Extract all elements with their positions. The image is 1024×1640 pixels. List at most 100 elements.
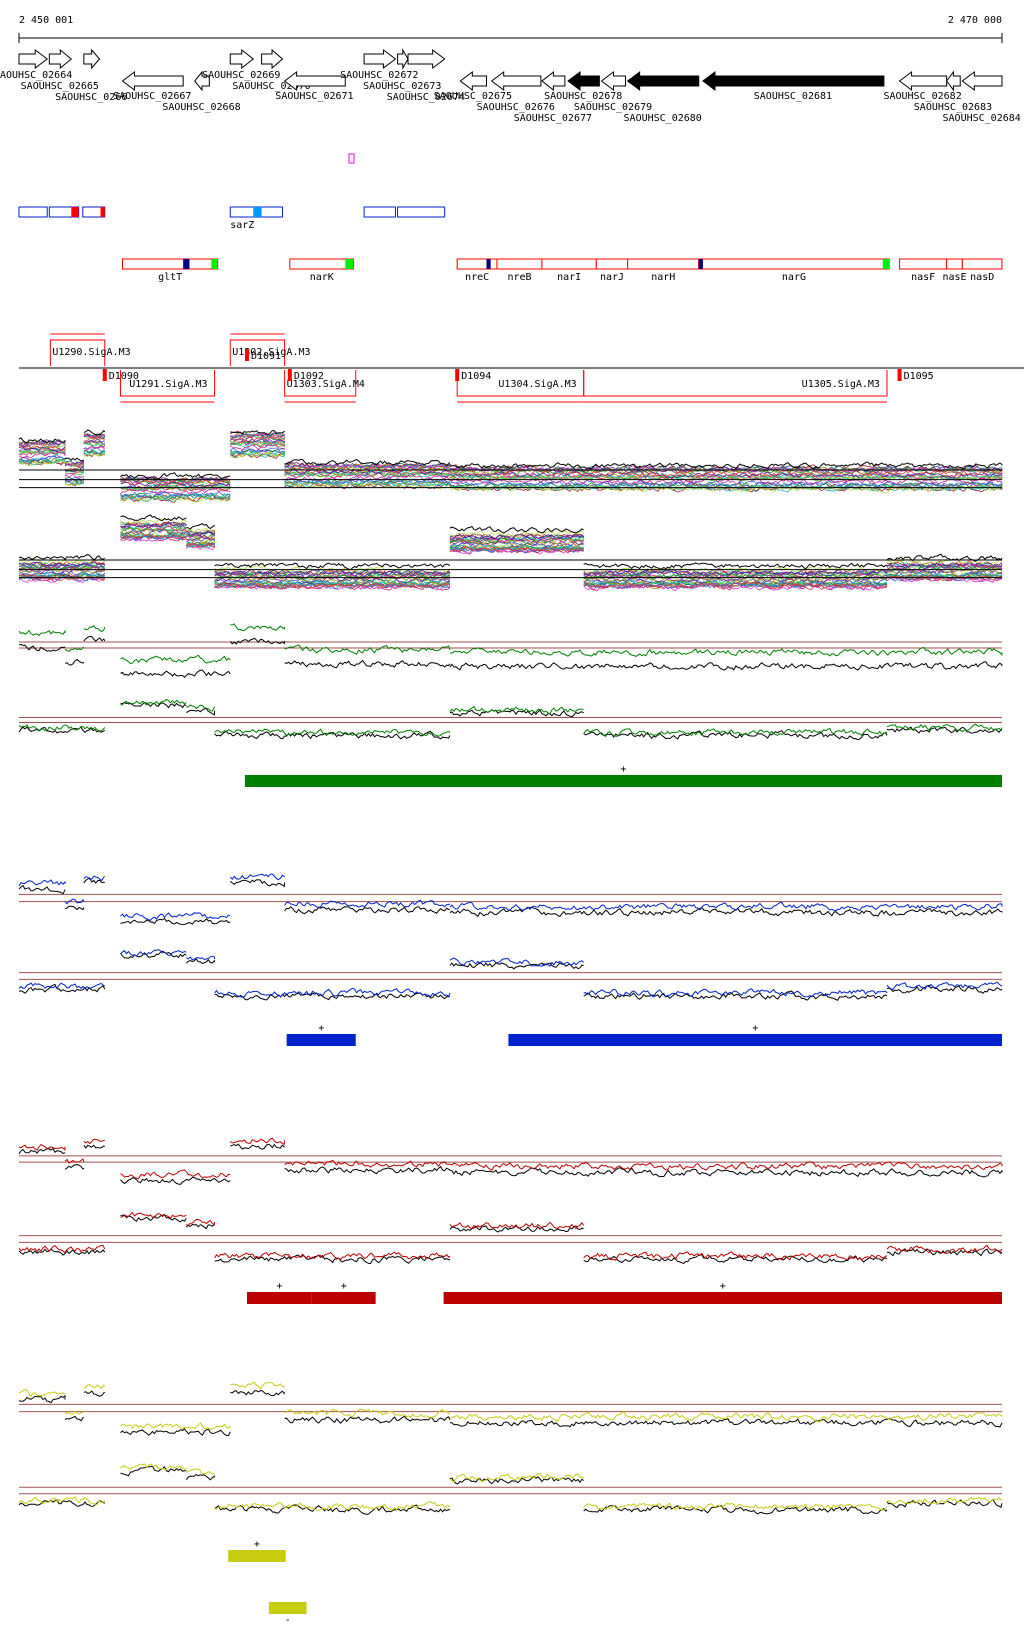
expression-trace xyxy=(120,950,187,959)
significance-bar xyxy=(443,1292,1002,1304)
expression-trace xyxy=(886,726,1003,734)
expression-trace xyxy=(18,1244,106,1254)
expression-trace xyxy=(284,462,451,470)
expression-trace xyxy=(18,459,66,466)
significance-bar xyxy=(311,1292,376,1304)
expression-trace xyxy=(214,1501,451,1512)
expression-trace xyxy=(64,1164,85,1170)
expression-trace xyxy=(229,637,286,645)
expression-trace xyxy=(64,474,85,479)
expression-trace xyxy=(18,457,66,464)
tu-start-mark xyxy=(102,369,107,381)
expression-trace xyxy=(83,434,105,439)
expression-trace xyxy=(886,574,1003,582)
expression-trace xyxy=(284,1159,451,1168)
gene-box-label: narK xyxy=(310,272,334,283)
expression-trace xyxy=(120,491,231,499)
gene-box-mark xyxy=(211,259,218,269)
gene-label: SAOUHSC_02684 xyxy=(943,113,1021,124)
gene-box xyxy=(541,258,597,270)
expression-trace xyxy=(284,906,451,915)
expression-trace xyxy=(64,477,85,483)
expression-trace xyxy=(18,454,66,462)
expression-trace xyxy=(886,558,1003,565)
expression-trace xyxy=(449,1161,1003,1171)
expression-trace xyxy=(64,462,85,468)
gene-arrow xyxy=(363,49,397,69)
expression-trace xyxy=(18,554,106,561)
sign-label: + xyxy=(341,1281,347,1292)
tu-bracket xyxy=(229,339,286,366)
expression-trace xyxy=(886,553,1003,562)
gene-box xyxy=(456,258,498,270)
tu-label: D1095 xyxy=(904,371,934,382)
regulator-box-label: sarZ xyxy=(230,220,254,231)
expression-trace xyxy=(120,948,187,957)
expression-trace xyxy=(83,452,106,458)
tu-label: U1304.SigA.M3 xyxy=(498,379,576,390)
expression-trace xyxy=(18,1394,66,1404)
expression-trace xyxy=(120,669,231,679)
expression-trace xyxy=(449,538,584,545)
expression-trace xyxy=(284,1415,451,1424)
tu-label: U1303.SigA.M4 xyxy=(287,379,365,390)
expression-trace xyxy=(449,468,1003,478)
gene-box-mark xyxy=(345,259,354,269)
gene-label: SAOUHSC_02680 xyxy=(624,113,702,124)
significance-bar xyxy=(246,1292,312,1304)
expression-trace xyxy=(18,437,66,444)
expression-trace xyxy=(64,460,85,466)
expression-trace xyxy=(120,534,187,540)
expression-trace xyxy=(230,446,285,454)
expression-trace xyxy=(120,1211,187,1219)
expression-trace xyxy=(449,482,1003,491)
significance-bar xyxy=(228,1550,286,1562)
expression-trace xyxy=(64,480,85,485)
expression-trace xyxy=(449,546,584,554)
expression-trace xyxy=(449,901,1003,912)
expression-trace xyxy=(214,569,451,575)
expression-trace xyxy=(214,580,451,588)
expression-trace xyxy=(18,879,66,887)
gene-label: SAOUHSC_02682 xyxy=(883,91,961,102)
expression-trace xyxy=(449,534,585,542)
expression-trace xyxy=(449,961,584,970)
sign-label: + xyxy=(276,1281,282,1292)
expression-trace xyxy=(230,1381,286,1390)
gene-arrow xyxy=(397,48,409,70)
gene-label: SAOUHSC_02679 xyxy=(574,102,652,113)
expression-trace xyxy=(18,1248,106,1256)
regulator-box xyxy=(397,206,446,218)
expression-trace xyxy=(83,877,105,884)
significance-bar xyxy=(268,1602,307,1614)
expression-trace xyxy=(18,982,106,990)
gene-box xyxy=(289,258,355,270)
gene-label: SAOUHSC_02669 xyxy=(202,70,280,81)
tu-label: U1302.SigA.M3 xyxy=(232,347,310,358)
gene-box xyxy=(595,258,629,270)
gene-arrow xyxy=(407,49,446,69)
expression-trace xyxy=(83,875,106,882)
gene-arrow xyxy=(261,48,284,70)
expression-trace xyxy=(230,1390,286,1397)
expression-trace xyxy=(449,906,1003,918)
expression-trace xyxy=(230,432,285,439)
expression-trace xyxy=(186,534,215,540)
expression-trace xyxy=(583,727,888,738)
expression-trace xyxy=(284,1165,451,1175)
significance-bar xyxy=(286,1034,356,1046)
expression-trace xyxy=(449,1472,584,1483)
expression-trace xyxy=(120,524,187,532)
expression-trace xyxy=(230,1137,286,1146)
gene-arrow xyxy=(600,71,627,91)
expression-trace xyxy=(64,1410,85,1415)
tu-start-mark xyxy=(897,369,902,381)
gene-box-mark xyxy=(183,259,190,269)
expression-trace xyxy=(284,469,450,476)
expression-trace xyxy=(120,518,187,525)
expression-trace xyxy=(284,659,451,669)
expression-trace xyxy=(583,730,888,741)
gene-arrow xyxy=(283,71,346,91)
expression-trace xyxy=(186,530,215,537)
expression-trace xyxy=(449,957,585,967)
